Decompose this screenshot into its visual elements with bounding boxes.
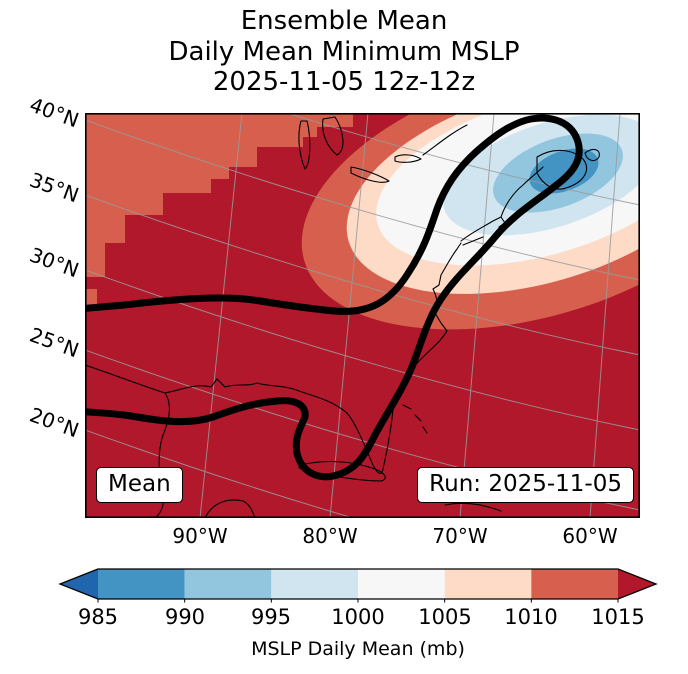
colorbar-seg-995-1000 (271, 569, 358, 599)
cb-tick-1005: 1005 (418, 605, 472, 629)
y-tick-30n: 30°N (26, 242, 83, 283)
mean-label-box: Mean (96, 467, 183, 503)
colorbar-under-arrow (60, 569, 98, 599)
colorbar-seg-985-990 (98, 569, 185, 599)
cb-tick-1010: 1010 (504, 605, 558, 629)
cb-tick-995: 995 (250, 605, 292, 629)
figure-title: Ensemble Mean Daily Mean Minimum MSLP 20… (0, 6, 688, 98)
colorbar-seg-1010-1015 (531, 569, 618, 599)
colorbar-title: MSLP Daily Mean (mb) (251, 638, 465, 660)
map-canvas (85, 113, 640, 518)
cb-tick-990: 990 (164, 605, 206, 629)
x-tick-60w: 60°W (562, 524, 618, 548)
y-tick-35n: 35°N (26, 167, 83, 208)
colorbar (58, 568, 658, 603)
x-tick-80w: 80°W (302, 524, 358, 548)
cb-tick-985: 985 (77, 605, 119, 629)
colorbar-seg-1000-1005 (358, 569, 445, 599)
title-line-3: 2025-11-05 12z-12z (212, 67, 476, 98)
title-line-2: Daily Mean Minimum MSLP (168, 36, 520, 67)
colorbar-over-arrow (618, 569, 656, 599)
y-tick-20n: 20°N (26, 402, 83, 443)
colorbar-seg-1005-1010 (444, 569, 532, 599)
x-tick-90w: 90°W (172, 524, 228, 548)
cb-tick-1015: 1015 (591, 605, 645, 629)
x-tick-70w: 70°W (432, 524, 488, 548)
map-frame (85, 113, 640, 518)
run-label-box: Run: 2025-11-05 (417, 467, 634, 503)
cb-tick-1000: 1000 (331, 605, 385, 629)
colorbar-seg-990-995 (184, 569, 272, 599)
highlight-contour (85, 114, 583, 481)
colorbar-ticks (97, 599, 619, 603)
title-line-1: Ensemble Mean (240, 6, 448, 36)
y-tick-25n: 25°N (26, 322, 83, 363)
